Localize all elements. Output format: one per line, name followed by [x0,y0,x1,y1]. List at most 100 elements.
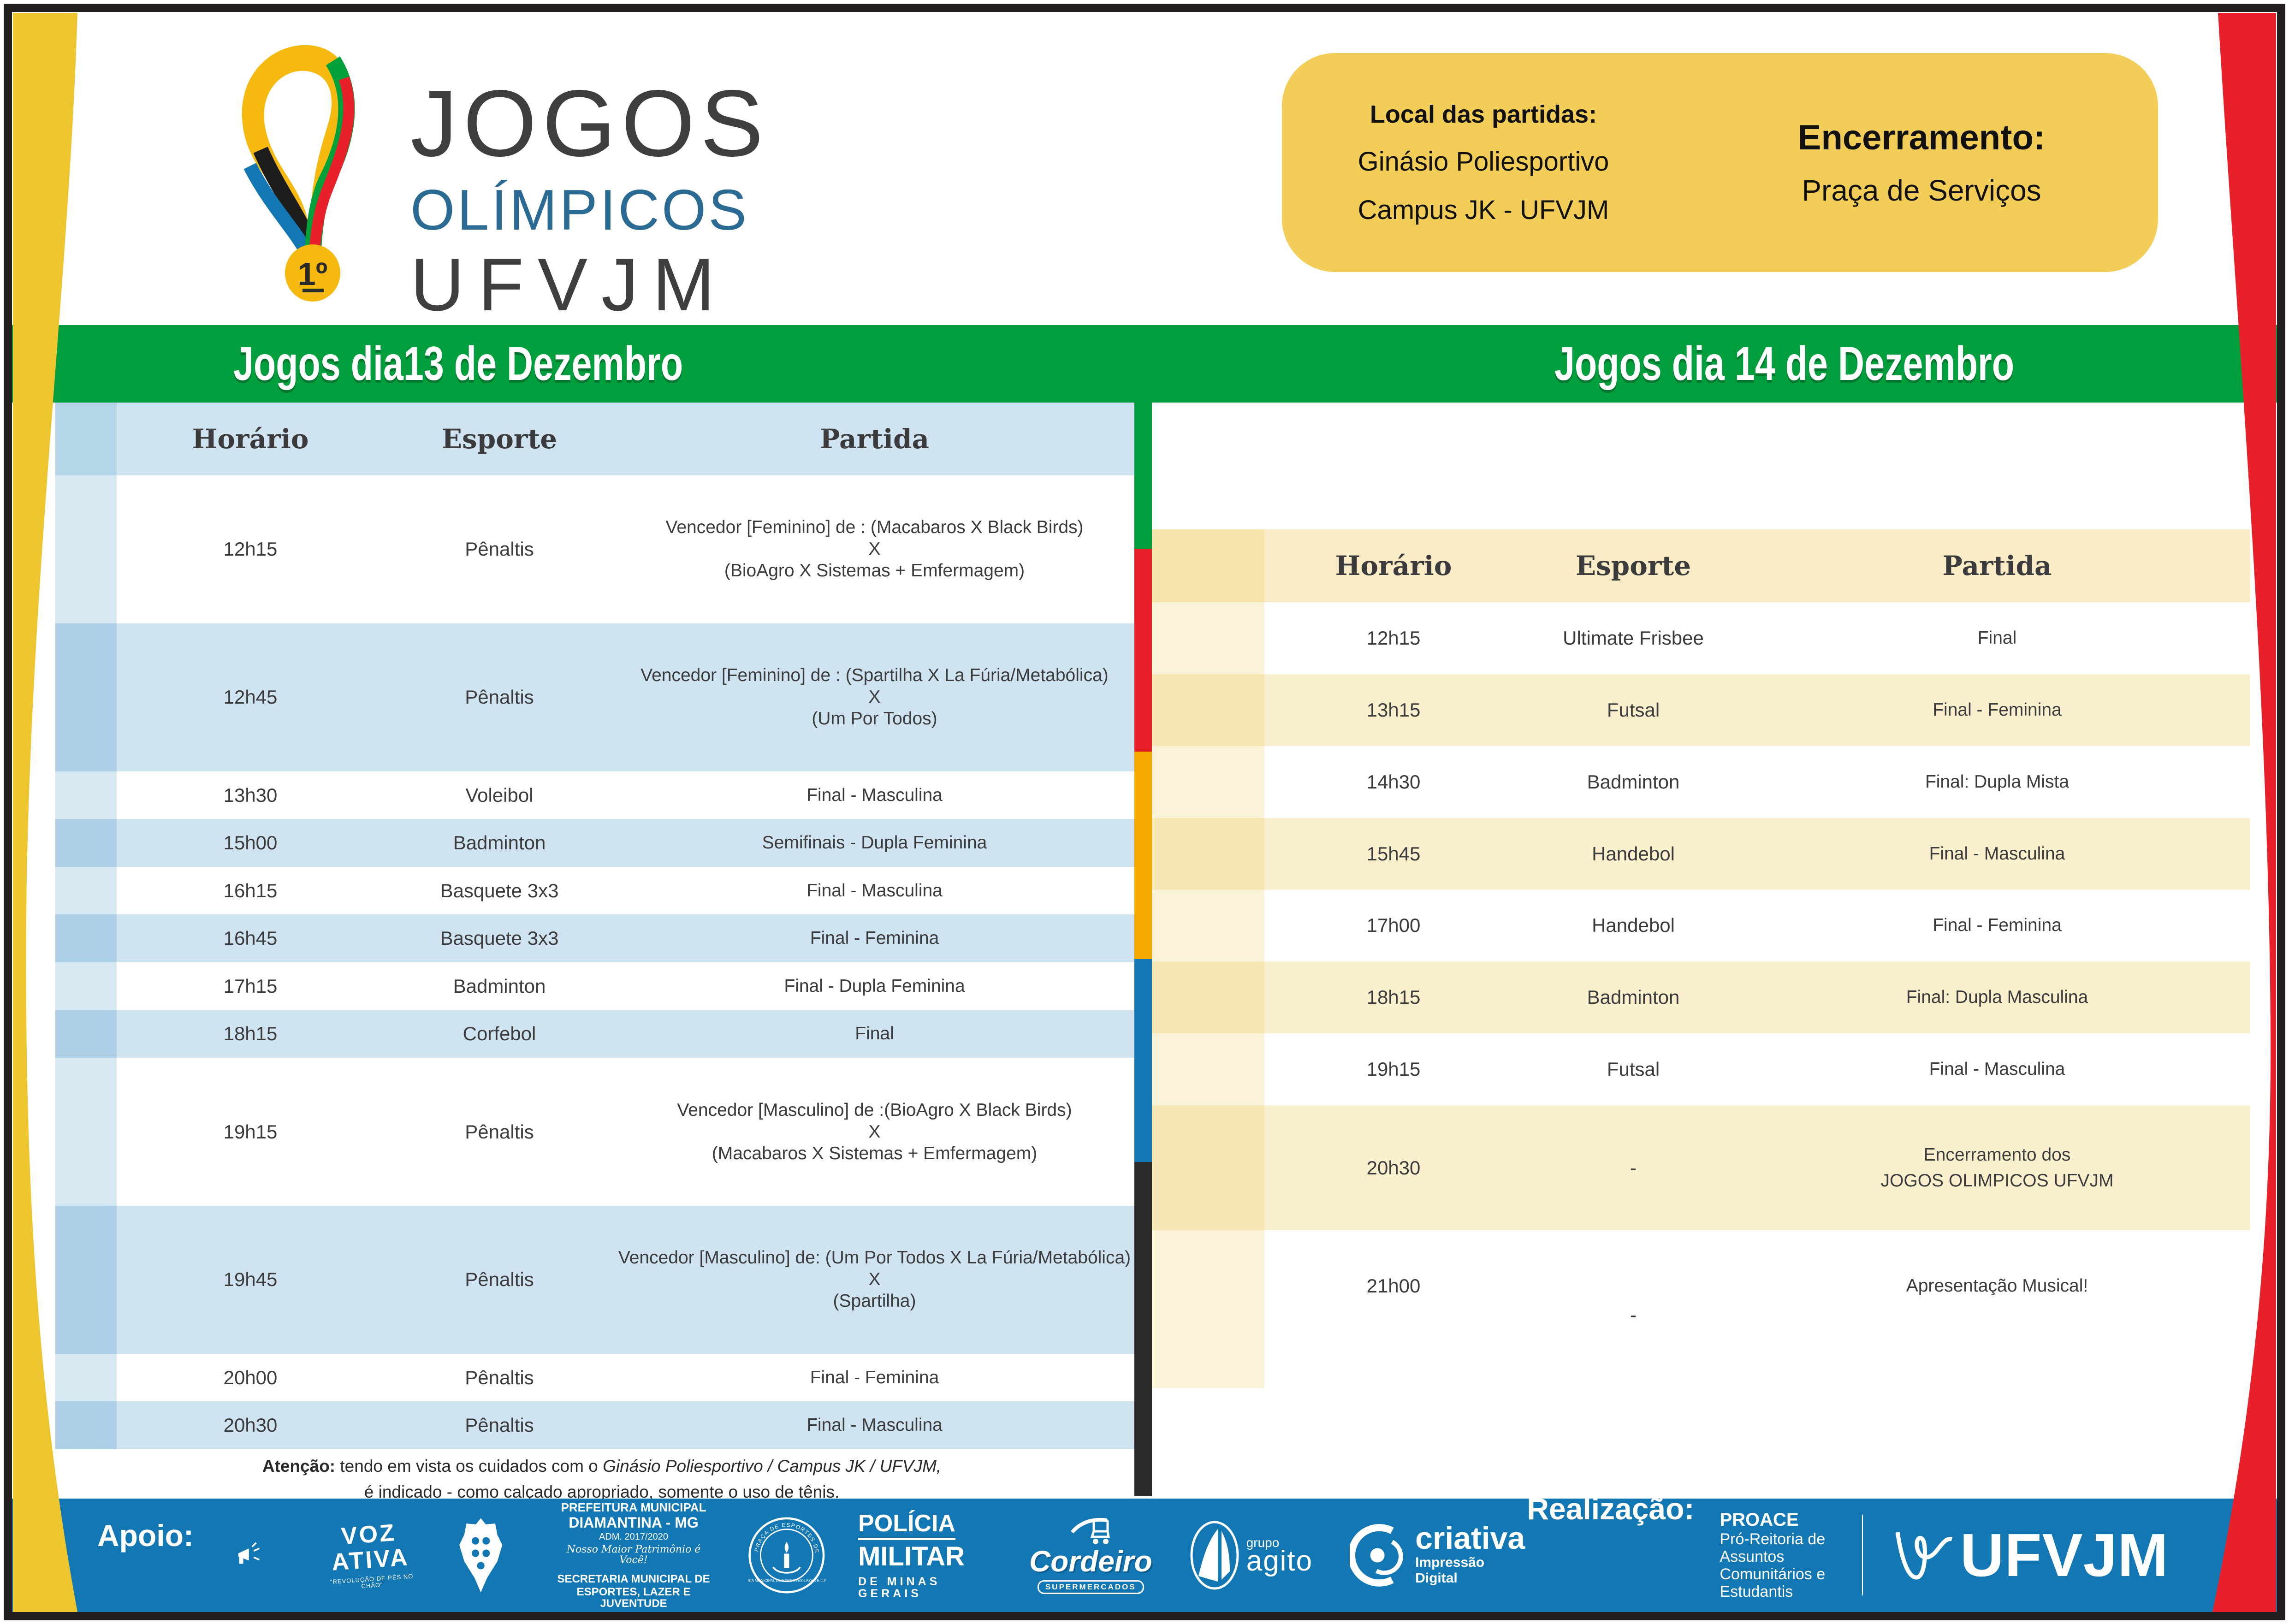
footer-bar: Apoio: VOZ ATIVA "REVOLUÇÃO DE PÉS NO CH… [12,1492,2277,1612]
location-line2: Campus JK - UFVJM [1358,195,1609,225]
realizacao-block: Realização: PROACE Pró-Reitoria de Assun… [1527,1492,2169,1600]
accent-cell [1152,529,1264,602]
accent-cell [55,819,117,867]
cell-sport: Badminton [1587,986,1680,1008]
prefeitura-logo: PREFEITURA MUNICIPAL DIAMANTINA - MG ADM… [456,1501,716,1609]
praca-esportes-seal-icon: PRAÇA DE ESPORTES DE DIAMANTINA SECRETAR… [748,1513,826,1594]
accent-cell [55,1206,117,1354]
cell-time: 19h15 [1366,1058,1421,1080]
schedule-row: 15h00 Badminton Semifinais - Dupla Feminin… [55,819,1134,867]
banner-title-dec14: Jogos dia 14 de Dezembro [1554,337,2015,391]
medal-ribbon-icon: 1º [242,45,355,302]
cell-match: Semifinais - Dupla Feminina [762,833,987,853]
cell-match: Vencedor [Masculino] de: (Um Por Todos X… [618,1248,1131,1311]
info-box: Local das partidas: Ginásio Poliesportiv… [1282,53,2158,272]
cell-time: 15h45 [1366,842,1421,865]
accent-cell [55,866,117,915]
accent-cell [1152,602,1264,674]
cell-time: 19h45 [223,1268,278,1291]
schedule-row: 17h00 Handebol Final - Feminina [1152,889,2250,962]
column-header-sport: Esporte [1575,550,1691,581]
cell-time: 12h15 [223,538,278,560]
cell-sport: Basquete 3x3 [440,927,559,949]
cell-match: Final - Feminina [810,1367,939,1387]
accent-cell [55,1401,117,1449]
cell-sport: Badminton [453,975,546,997]
date-banner: Jogos dia13 de Dezembro Jogos dia 14 de … [12,325,2277,403]
attention-note: Atenção: tendo em vista os cuidados com … [262,1457,942,1501]
cell-sport: Pênaltis [465,1268,534,1291]
olympic-color-strip [1134,403,1152,1496]
realizacao-label: Realização: [1527,1492,1695,1526]
cell-match: Vencedor [Masculino] de :(BioAgro X Blac… [677,1100,1072,1163]
cell-match: Final [855,1024,894,1044]
cell-time: 16h45 [223,927,278,949]
table-header: Horário Esporte Partida [1152,529,2250,602]
sail-icon [1190,1521,1239,1590]
cell-sport: Ultimate Frisbee [1563,627,1704,649]
schedule-row: 19h45 Pênaltis Vencedor [Masculino] de: (U… [55,1206,1134,1354]
accent-cell [1152,1230,1264,1342]
criativa-logo: criativa Impressão Digital [1350,1521,1527,1590]
schedule-row: 20h30 Pênaltis Final - Masculina [55,1401,1134,1449]
cell-match: Final [1977,628,2017,648]
medal-number: 1º [298,256,328,292]
megaphone-icon [238,1542,260,1564]
accent-cell [55,1010,117,1058]
accent-cell [1152,818,1264,890]
cell-time: 14h30 [1366,771,1421,793]
grupo-agito-logo: grupo agito [1189,1521,1313,1590]
accent-cell [1152,1105,1264,1231]
cell-match: Vencedor [Feminino] de : (Macabaros X Bl… [665,517,1084,581]
cell-sport: Pênaltis [465,1120,534,1143]
cell-time: 21h00 [1366,1275,1421,1297]
cell-match: Final - Masculina [1929,843,2065,864]
accent-cell [55,1058,117,1206]
cell-match: Apresentação Musical! [1906,1276,2088,1296]
cell-sport: Corfebol [463,1023,536,1045]
voz-ativa-logo: VOZ ATIVA "REVOLUÇÃO DE PÉS NO CHÃO" [235,1519,417,1589]
cell-time: 18h15 [223,1023,278,1045]
closing-value: Praça de Serviços [1802,174,2041,207]
event-logo: 1º JOGOS OLÍMPICOS UFVJM [217,23,1231,327]
attention-label: Atenção: [262,1457,336,1476]
schedule-row: 19h15 Futsal Final - Masculina [1152,1033,2250,1106]
cell-time: 18h15 [1366,986,1421,1008]
accent-cell [55,962,117,1010]
logo-org: UFVJM [410,243,729,326]
cell-time: 17h15 [223,975,278,997]
column-header-time: Horário [192,423,309,455]
column-header-time: Horário [1335,550,1452,581]
cell-time: 13h30 [223,784,278,806]
cell-time: 15h00 [223,832,278,854]
schedule-row: 15h45 Handebol Final - Masculina [1152,818,2250,890]
attention-venue: Ginásio Poliesportivo / Campus JK / UFVJ… [603,1457,942,1476]
cell-match: Final - Feminina [1933,915,2062,936]
table-accent-extension [1152,1342,1264,1388]
cell-sport: Pênaltis [465,1366,534,1388]
location-line1: Ginásio Poliesportivo [1358,146,1609,177]
cell-time: 12h45 [223,686,278,708]
schedule-row: 13h30 Voleibol Final - Masculina [55,771,1134,819]
cell-match: Final - Dupla Feminina [784,976,965,996]
logo-subtitle: OLÍMPICOS [410,178,749,242]
ufvjm-swoosh-icon [1895,1532,1952,1580]
accent-cell [55,771,117,819]
schedule-row: 12h45 Pênaltis Vencedor [Feminino] de : (S… [55,623,1134,771]
footer-divider [1862,1515,1863,1596]
accent-cell [55,475,117,623]
schedule-row: 12h15 Ultimate Frisbee Final [1152,602,2250,674]
cell-match: Final - Masculina [806,880,943,901]
cell-match: Final - Masculina [1929,1059,2065,1079]
banner-title-dec13: Jogos dia13 de Dezembro [233,337,683,391]
cell-match: Vencedor [Feminino] de : (Spartilha X La… [640,665,1109,729]
cell-match: Final: Dupla Mista [1925,771,2070,792]
cell-sport: Futsal [1607,1058,1660,1080]
cell-sport: Pênaltis [465,1414,534,1436]
accent-cell [1152,674,1264,746]
cell-sport: Badminton [1587,771,1680,793]
accent-cell [55,403,117,475]
column-header-sport: Esporte [441,423,557,455]
schedule-row: 20h30 - Encerramento dos JOGOS OLIMPICOS UF… [1152,1105,2250,1231]
column-header-match: Partida [1942,550,2052,581]
